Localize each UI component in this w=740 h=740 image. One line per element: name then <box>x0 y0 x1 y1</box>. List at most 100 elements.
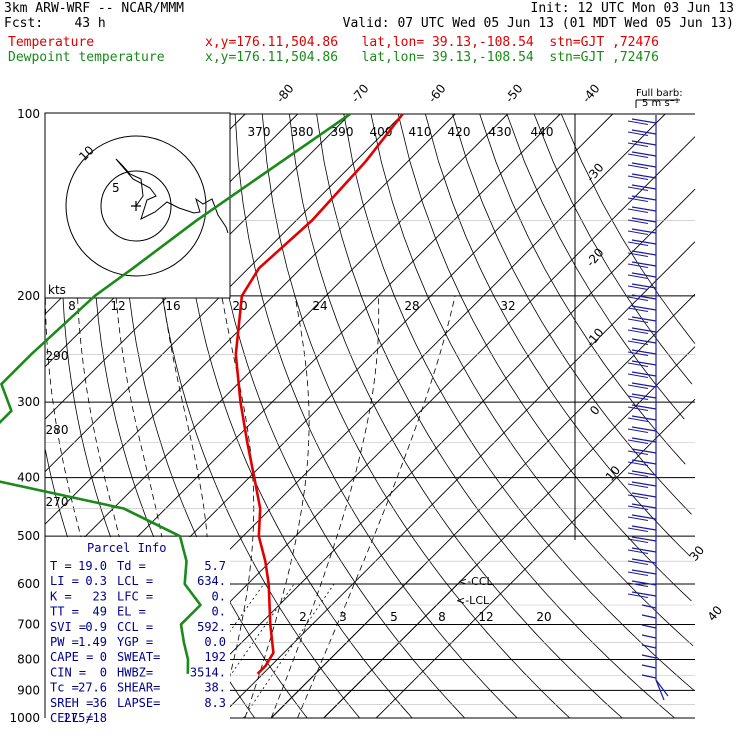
mixing-ratio-label: 3 <box>339 610 347 624</box>
isotherm <box>375 398 696 719</box>
wind-barb-flag <box>627 494 649 499</box>
parcel-info-label: SHEAR= <box>117 681 160 695</box>
wind-barb-flag <box>627 230 649 235</box>
wind-barb-flag <box>627 329 649 334</box>
wind-barb <box>641 664 657 669</box>
parcel-info-label: K = <box>50 589 72 603</box>
init-time: Init: 12 UTC Mon 03 Jun 13 <box>530 1 735 16</box>
wind-barb-flag <box>627 153 649 158</box>
wind-barb-flag <box>627 362 649 367</box>
pressure-tick-label: 500 <box>17 529 40 543</box>
wind-barb-flag <box>627 571 649 576</box>
wind-barb-flag <box>627 560 649 565</box>
dry-adiabat <box>316 113 675 719</box>
parcel-info-value: 1.49 <box>78 635 107 649</box>
dry-adiabat <box>289 113 623 719</box>
dry-adiabat-label: 270 <box>46 495 69 509</box>
wind-barb <box>631 547 657 553</box>
wind-barb <box>631 569 657 575</box>
dewpoint-location: x,y=176.11,504.86 lat,lon= 39.13,-108.54… <box>205 50 659 65</box>
parcel-info-value: 0. <box>212 589 226 603</box>
isotherm <box>44 113 456 525</box>
wind-barb <box>631 316 657 322</box>
parcel-info-title: Parcel Info <box>87 541 166 555</box>
dewpoint-profile <box>0 112 351 674</box>
parcel-info-value: 27.6 <box>78 681 107 695</box>
parcel-info-label: CIN = <box>50 665 86 679</box>
parcel-info-label: Tc = <box>50 681 79 695</box>
wind-barb-flag <box>627 285 649 290</box>
wind-barb-flag <box>627 483 649 488</box>
dry-adiabat <box>479 113 686 465</box>
isotherm-label: 30 <box>687 543 708 564</box>
wind-barb <box>641 634 657 639</box>
parcel-info-value: 38. <box>204 681 226 695</box>
wind-barb <box>631 118 657 124</box>
wind-barb-flag <box>627 274 649 279</box>
wind-barb <box>631 448 657 454</box>
wind-barb-flag <box>627 131 649 136</box>
parcel-info-label: HWBZ= <box>117 665 153 679</box>
pressure-tick-label: 700 <box>17 617 40 631</box>
parcel-info-label: CCL = <box>117 620 153 634</box>
isotherm <box>165 188 696 719</box>
theta-label: 380 <box>291 125 314 139</box>
wind-barb-flag <box>627 164 649 169</box>
wind-barb <box>631 371 657 377</box>
wind-barb <box>631 349 657 355</box>
wind-barb <box>631 151 657 157</box>
parcel-info-value: 5.7 <box>204 559 226 573</box>
wind-legend-value: 5 m s⁻¹ <box>642 98 679 109</box>
wind-barb <box>631 470 657 476</box>
parcel-info-label: CAPE = <box>50 650 93 664</box>
dry-adiabat <box>425 113 691 557</box>
wind-barb <box>631 426 657 432</box>
model-title: 3km ARW-WRF -- NCAR/MMM <box>4 1 185 16</box>
parcel-info-label: EL = <box>117 605 146 619</box>
parcel-info-label: PW = <box>50 635 79 649</box>
wind-barb <box>631 536 657 542</box>
mixing-ratio-label: 2 <box>299 610 307 624</box>
parcel-info-label: TT = <box>50 605 79 619</box>
wind-barb <box>631 140 657 146</box>
parcel-info-value: 634. <box>197 574 226 588</box>
mixing-ratio-line <box>243 583 335 719</box>
dry-adiabat <box>234 113 518 719</box>
isotherm-label: -80 <box>273 81 296 105</box>
wind-barb-flag <box>627 263 649 268</box>
parcel-info-value: 0 <box>100 665 107 679</box>
wind-barb-flag <box>627 472 649 477</box>
wind-barb-flag <box>627 219 649 224</box>
moist-adiabat <box>218 295 255 719</box>
wind-barb <box>631 525 657 531</box>
parcel-info-value: 0. <box>212 605 226 619</box>
parcel-info-label: LFC = <box>117 589 153 603</box>
mixing-ratio-label: 32 <box>500 299 515 313</box>
wind-barb <box>641 624 657 629</box>
wind-barb <box>631 437 657 443</box>
wind-barb <box>631 591 657 597</box>
wind-barb <box>631 239 657 245</box>
ccl-marker: <-CCL <box>458 575 494 588</box>
parcel-info-value: 19.0 <box>78 559 107 573</box>
wind-barb-flag <box>627 252 649 257</box>
theta-label: 420 <box>448 125 471 139</box>
dry-adiabat-label: 280 <box>46 423 69 437</box>
isotherm-label: -10 <box>583 325 606 349</box>
theta-label: 390 <box>331 125 354 139</box>
parcel-info-value: 0.9 <box>85 620 107 634</box>
wind-barb-flag <box>627 318 649 323</box>
wind-barb <box>631 217 657 223</box>
dry-adiabat <box>207 113 465 719</box>
parcel-info-value: 592. <box>197 620 226 634</box>
parcel-info-box: Parcel Info T = 19.0 Td = 5.7 LI = 0.3 LCL = 63… <box>45 537 230 727</box>
isotherm-label: 0 <box>587 403 603 418</box>
wind-barb <box>631 283 657 289</box>
pressure-tick-label: 900 <box>17 683 40 697</box>
mixing-ratio-label: 8 <box>438 610 446 624</box>
parcel-info-value: 0.3 <box>85 574 107 588</box>
isotherm-label: -60 <box>425 81 448 105</box>
wind-barb <box>631 459 657 465</box>
parcel-info-value: 0.0 <box>204 635 226 649</box>
wind-barb <box>641 604 657 609</box>
